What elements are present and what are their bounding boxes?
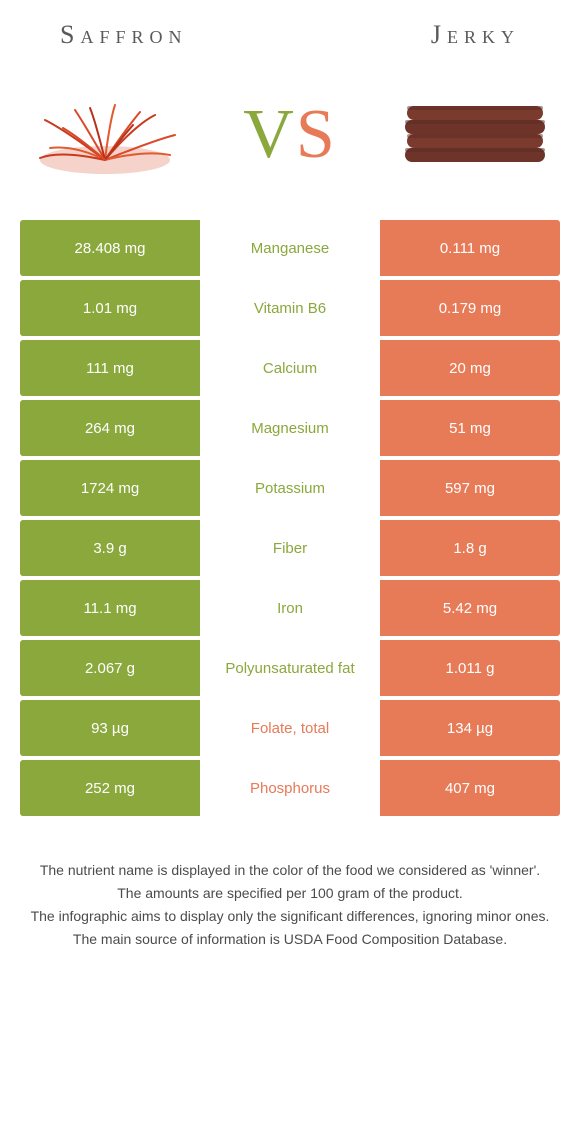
- table-row: 28.408 mgManganese0.111 mg: [20, 220, 560, 276]
- right-value: 1.8 g: [380, 520, 560, 576]
- right-value: 597 mg: [380, 460, 560, 516]
- image-row: VS: [0, 60, 580, 220]
- vs-label: VS: [239, 95, 341, 175]
- footer-notes: The nutrient name is displayed in the co…: [0, 820, 580, 972]
- header: Saffron Jerky: [0, 0, 580, 60]
- right-value: 20 mg: [380, 340, 560, 396]
- nutrient-label: Polyunsaturated fat: [200, 640, 380, 696]
- footer-line: The main source of information is USDA F…: [30, 929, 550, 950]
- right-value: 0.111 mg: [380, 220, 560, 276]
- nutrient-label: Manganese: [200, 220, 380, 276]
- right-value: 0.179 mg: [380, 280, 560, 336]
- left-value: 11.1 mg: [20, 580, 200, 636]
- table-row: 264 mgMagnesium51 mg: [20, 400, 560, 456]
- left-value: 1.01 mg: [20, 280, 200, 336]
- left-value: 93 µg: [20, 700, 200, 756]
- right-food-title: Jerky: [431, 20, 520, 50]
- left-value: 111 mg: [20, 340, 200, 396]
- left-value: 252 mg: [20, 760, 200, 816]
- left-value: 264 mg: [20, 400, 200, 456]
- right-value: 1.011 g: [380, 640, 560, 696]
- right-value: 134 µg: [380, 700, 560, 756]
- saffron-image: [20, 80, 190, 190]
- table-row: 3.9 gFiber1.8 g: [20, 520, 560, 576]
- footer-line: The nutrient name is displayed in the co…: [30, 860, 550, 881]
- vs-s: S: [296, 96, 337, 173]
- table-row: 1.01 mgVitamin B60.179 mg: [20, 280, 560, 336]
- footer-line: The amounts are specified per 100 gram o…: [30, 883, 550, 904]
- left-food-title: Saffron: [60, 20, 187, 50]
- nutrient-label: Folate, total: [200, 700, 380, 756]
- jerky-image: [390, 80, 560, 190]
- right-value: 5.42 mg: [380, 580, 560, 636]
- nutrient-label: Calcium: [200, 340, 380, 396]
- table-row: 11.1 mgIron5.42 mg: [20, 580, 560, 636]
- left-value: 28.408 mg: [20, 220, 200, 276]
- right-value: 51 mg: [380, 400, 560, 456]
- vs-v: V: [243, 96, 296, 173]
- left-value: 2.067 g: [20, 640, 200, 696]
- left-value: 3.9 g: [20, 520, 200, 576]
- right-value: 407 mg: [380, 760, 560, 816]
- table-row: 93 µgFolate, total134 µg: [20, 700, 560, 756]
- table-row: 2.067 gPolyunsaturated fat1.011 g: [20, 640, 560, 696]
- table-row: 252 mgPhosphorus407 mg: [20, 760, 560, 816]
- nutrient-label: Magnesium: [200, 400, 380, 456]
- comparison-table: 28.408 mgManganese0.111 mg1.01 mgVitamin…: [20, 220, 560, 816]
- nutrient-label: Potassium: [200, 460, 380, 516]
- table-row: 1724 mgPotassium597 mg: [20, 460, 560, 516]
- nutrient-label: Phosphorus: [200, 760, 380, 816]
- nutrient-label: Vitamin B6: [200, 280, 380, 336]
- left-value: 1724 mg: [20, 460, 200, 516]
- nutrient-label: Fiber: [200, 520, 380, 576]
- footer-line: The infographic aims to display only the…: [30, 906, 550, 927]
- table-row: 111 mgCalcium20 mg: [20, 340, 560, 396]
- nutrient-label: Iron: [200, 580, 380, 636]
